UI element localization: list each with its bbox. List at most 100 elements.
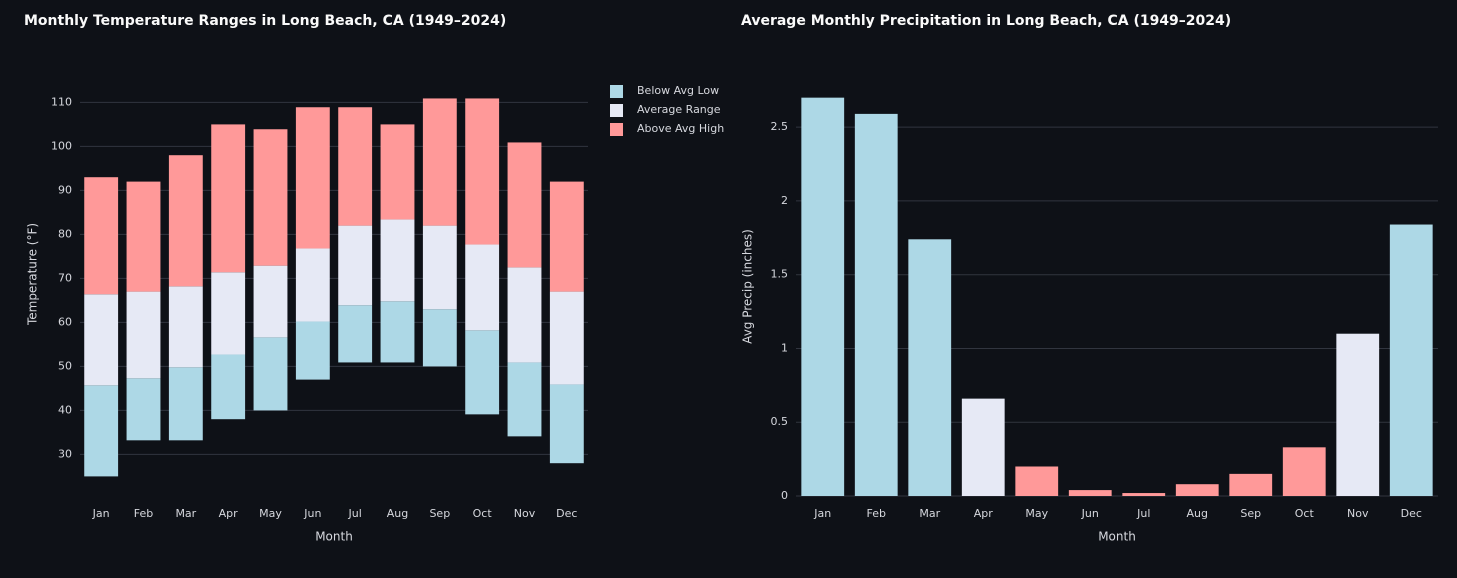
x-tick-label: Mar	[919, 507, 940, 520]
legend-label: Above Avg High	[637, 122, 724, 135]
x-axis-title: Month	[1098, 530, 1136, 544]
bar-segment	[84, 294, 119, 386]
y-tick-label: 1.5	[771, 268, 789, 281]
bar-segment	[126, 291, 161, 379]
bar-segment	[168, 155, 203, 287]
bar-segment	[422, 98, 457, 226]
bar	[1015, 466, 1059, 496]
x-tick-label: May	[1025, 507, 1048, 520]
y-tick-label: 0.5	[771, 415, 789, 428]
x-tick-label: Nov	[514, 507, 536, 520]
bar-segment	[549, 384, 584, 464]
bar-segment	[465, 98, 500, 245]
x-tick-label: Jun	[1081, 507, 1099, 520]
x-tick-label: Sep	[429, 507, 450, 520]
x-tick-label: Dec	[1401, 507, 1422, 520]
bar-segment	[338, 107, 373, 226]
x-tick-label: Jun	[303, 507, 321, 520]
bar-segment	[253, 265, 288, 338]
y-tick-label: 100	[51, 139, 72, 152]
x-tick-label: Jul	[348, 507, 362, 520]
x-tick-label: Oct	[1295, 507, 1315, 520]
bar-segment	[253, 129, 288, 266]
x-tick-label: Nov	[1347, 507, 1369, 520]
legend-label: Below Avg Low	[637, 84, 719, 97]
bar-segment	[422, 309, 457, 367]
x-tick-label: Feb	[134, 507, 153, 520]
y-tick-label: 2	[781, 194, 788, 207]
bar-segment	[84, 385, 119, 477]
bar-segment	[465, 330, 500, 415]
x-tick-label: Jan	[813, 507, 831, 520]
x-tick-label: Mar	[175, 507, 196, 520]
bar-segment	[507, 362, 542, 437]
bar	[854, 113, 898, 497]
bar-segment	[295, 248, 330, 322]
x-tick-label: Sep	[1240, 507, 1261, 520]
bar-segment	[168, 367, 203, 441]
legend-swatch	[610, 85, 623, 98]
bar	[1229, 473, 1273, 496]
x-tick-label: Aug	[387, 507, 408, 520]
x-tick-label: Apr	[974, 507, 994, 520]
bar-segment	[338, 305, 373, 363]
bar	[801, 97, 845, 496]
y-tick-label: 90	[58, 183, 72, 196]
y-tick-label: 0	[781, 489, 788, 502]
bar-segment	[211, 124, 246, 273]
bar-segment	[295, 321, 330, 380]
x-tick-label: Dec	[556, 507, 577, 520]
y-tick-label: 30	[58, 447, 72, 460]
legend-swatch	[610, 123, 623, 136]
bar-segment	[253, 337, 288, 411]
bar-segment	[422, 225, 457, 310]
bar	[1389, 224, 1433, 496]
x-tick-label: Oct	[473, 507, 493, 520]
y-tick-label: 70	[58, 271, 72, 284]
bar-segment	[380, 219, 415, 302]
y-tick-label: 1	[781, 341, 788, 354]
legend-swatch	[610, 104, 623, 117]
x-tick-label: May	[259, 507, 282, 520]
bar-segment	[338, 225, 373, 306]
bar	[1122, 493, 1166, 496]
bar	[1336, 333, 1380, 496]
bar-segment	[380, 301, 415, 363]
y-tick-label: 2.5	[771, 120, 789, 133]
bar-segment	[465, 244, 500, 331]
bar-segment	[211, 354, 246, 420]
bar	[1175, 484, 1219, 496]
bar-segment	[126, 378, 161, 441]
bar-segment	[380, 124, 415, 220]
bar	[961, 398, 1005, 496]
chart-title: Average Monthly Precipitation in Long Be…	[741, 13, 1231, 29]
y-tick-label: 50	[58, 359, 72, 372]
bar	[1068, 490, 1112, 496]
bar-segment	[549, 291, 584, 385]
y-axis-title: Avg Precip (inches)	[741, 229, 755, 344]
y-tick-label: 110	[51, 95, 72, 108]
bar-segment	[507, 142, 542, 268]
bar-segment	[211, 272, 246, 355]
x-tick-label: Apr	[219, 507, 239, 520]
x-tick-label: Jul	[1136, 507, 1150, 520]
x-tick-label: Feb	[867, 507, 886, 520]
x-axis-title: Month	[315, 530, 353, 544]
y-axis-title: Temperature (°F)	[26, 223, 40, 326]
y-tick-label: 40	[58, 403, 72, 416]
x-tick-label: Aug	[1187, 507, 1208, 520]
y-tick-label: 60	[58, 315, 72, 328]
bar	[1282, 447, 1326, 496]
x-tick-label: Jan	[92, 507, 110, 520]
bar-segment	[168, 286, 203, 368]
bar-segment	[295, 107, 330, 249]
bar-segment	[126, 181, 161, 292]
legend-label: Average Range	[637, 103, 721, 116]
bar	[908, 239, 952, 496]
chart-title: Monthly Temperature Ranges in Long Beach…	[24, 13, 506, 29]
bar-segment	[507, 267, 542, 363]
bar-segment	[84, 177, 119, 295]
y-tick-label: 80	[58, 227, 72, 240]
bar-segment	[549, 181, 584, 292]
